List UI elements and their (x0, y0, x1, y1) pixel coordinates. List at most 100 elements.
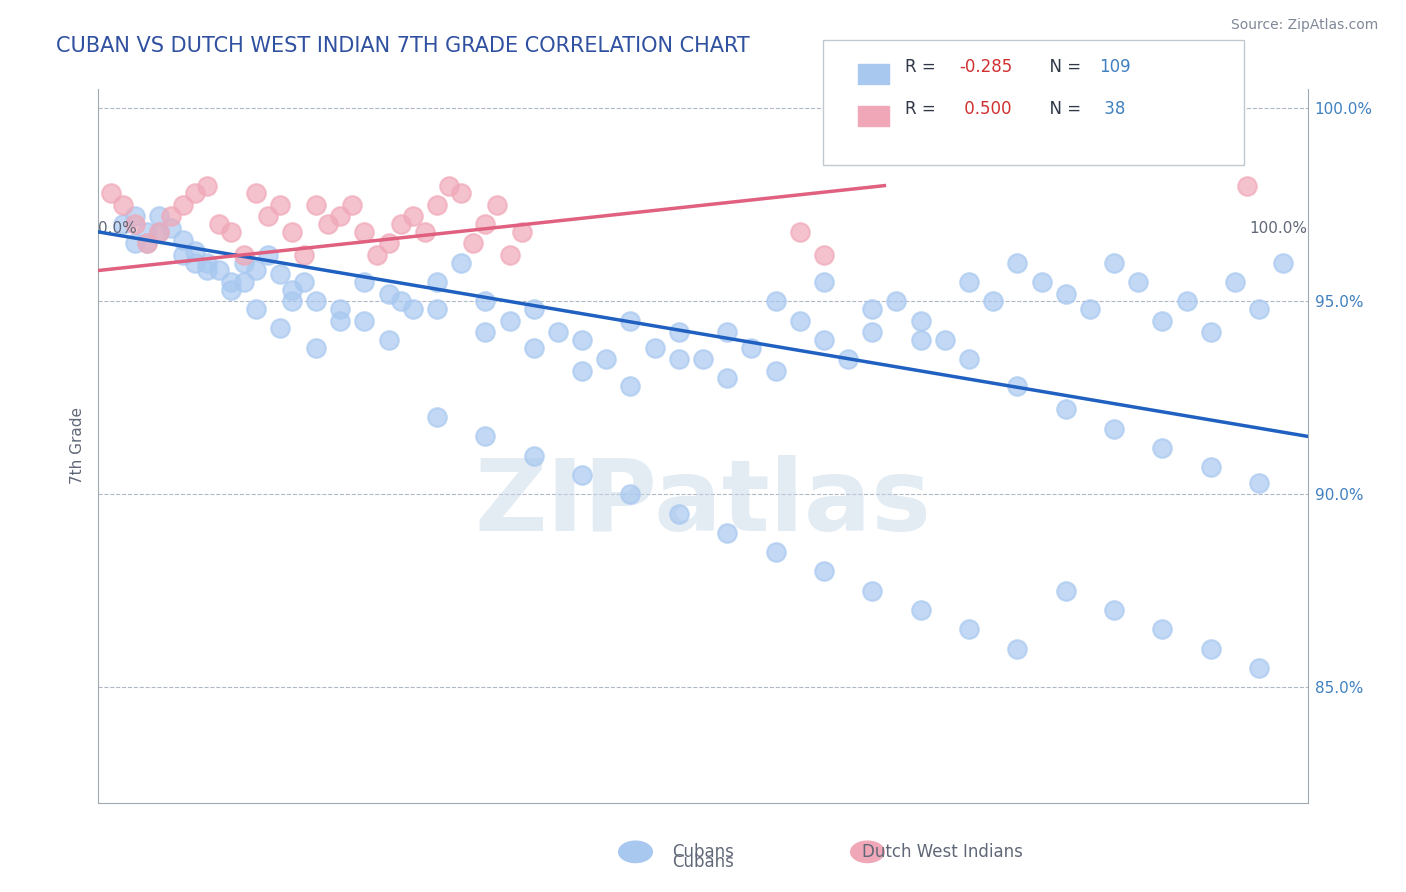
Point (716, 325, 738, 339)
Point (208, 217, 231, 231)
Point (910, 313, 932, 327)
Text: Cubans: Cubans (672, 853, 734, 871)
Point (100, 186, 122, 201)
Point (160, 210, 183, 224)
Point (789, 313, 811, 327)
Text: N =: N = (1039, 58, 1087, 76)
Point (172, 233, 194, 247)
Point (886, 294, 908, 309)
Point (1007, 256, 1029, 270)
Point (281, 225, 304, 239)
Point (813, 275, 835, 289)
Point (305, 294, 328, 309)
Point (221, 275, 243, 289)
Point (474, 325, 496, 339)
Point (474, 294, 496, 309)
Point (934, 333, 956, 347)
Point (124, 236, 146, 251)
Point (221, 283, 243, 297)
Point (571, 364, 593, 378)
Point (353, 225, 375, 239)
Point (402, 301, 425, 316)
Point (619, 313, 641, 327)
Point (595, 352, 617, 367)
Point (1199, 460, 1222, 475)
Text: 0.500: 0.500 (959, 100, 1011, 118)
Point (523, 341, 546, 355)
Point (765, 545, 787, 559)
Point (837, 352, 859, 367)
Point (413, 225, 436, 239)
Point (292, 248, 315, 262)
Point (377, 333, 399, 347)
Point (668, 325, 690, 339)
Text: Source: ZipAtlas.com: Source: ZipAtlas.com (1230, 18, 1378, 32)
Point (111, 198, 134, 212)
Point (1128, 275, 1150, 289)
Point (329, 210, 352, 224)
Text: 38: 38 (1099, 100, 1126, 118)
Text: ZIPatlas: ZIPatlas (475, 455, 931, 551)
Point (184, 256, 207, 270)
Point (269, 321, 291, 335)
Point (486, 198, 509, 212)
Point (316, 217, 339, 231)
Point (1031, 275, 1053, 289)
Point (957, 275, 980, 289)
Point (668, 352, 690, 367)
Text: 0.0%: 0.0% (98, 221, 138, 236)
Point (195, 256, 218, 270)
Point (184, 186, 207, 201)
Point (135, 236, 157, 251)
Point (148, 225, 170, 239)
Point (426, 410, 449, 425)
Point (135, 236, 157, 251)
Point (160, 221, 183, 235)
Point (426, 275, 449, 289)
Point (184, 244, 207, 259)
Point (668, 507, 690, 521)
Point (111, 217, 134, 231)
Point (1102, 422, 1125, 436)
Point (269, 268, 291, 282)
Point (353, 275, 375, 289)
Point (765, 364, 787, 378)
Text: N =: N = (1039, 100, 1087, 118)
Point (474, 217, 496, 231)
Point (208, 263, 231, 277)
Point (305, 341, 328, 355)
Text: 109: 109 (1099, 58, 1130, 76)
Point (644, 341, 666, 355)
Point (716, 525, 738, 540)
Point (148, 225, 170, 239)
Text: Dutch West Indians: Dutch West Indians (862, 843, 1022, 861)
Point (377, 286, 399, 301)
Point (1236, 178, 1258, 193)
Point (450, 256, 472, 270)
Point (172, 248, 194, 262)
Point (1152, 622, 1174, 636)
Point (619, 379, 641, 393)
Point (547, 325, 569, 339)
Point (1152, 313, 1174, 327)
Point (813, 333, 835, 347)
Text: Cubans: Cubans (672, 843, 734, 861)
Point (377, 236, 399, 251)
Point (1249, 475, 1271, 490)
Point (1199, 325, 1222, 339)
Point (1272, 256, 1295, 270)
Point (232, 248, 254, 262)
Point (957, 352, 980, 367)
Point (1007, 641, 1029, 656)
Point (450, 186, 472, 201)
Point (135, 225, 157, 239)
Point (910, 603, 932, 617)
Point (281, 283, 304, 297)
Point (523, 301, 546, 316)
Point (1249, 661, 1271, 675)
Point (389, 294, 412, 309)
Point (256, 210, 278, 224)
Point (619, 487, 641, 501)
Point (195, 263, 218, 277)
Point (232, 275, 254, 289)
